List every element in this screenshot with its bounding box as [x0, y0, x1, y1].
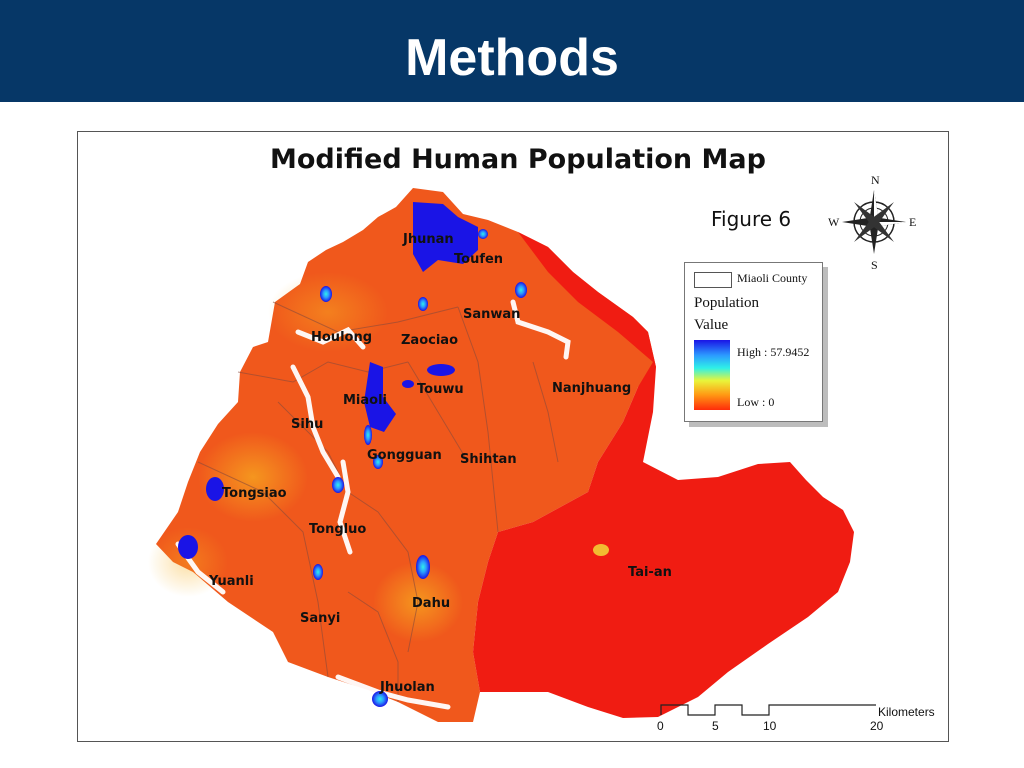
town-label-jhunan: Jhunan [402, 232, 454, 247]
scale-tick-10: 10 [763, 719, 777, 733]
town-label-tongsiao: Tongsiao [222, 486, 287, 501]
town-label-sanyi: Sanyi [300, 611, 340, 626]
scale-tick-0: 0 [657, 719, 664, 733]
town-label-tai-an: Tai-an [628, 565, 672, 580]
legend-heading: Population [694, 295, 760, 311]
town-label-toufen: Toufen [454, 252, 503, 267]
slide-header: Methods [0, 0, 1024, 102]
scale-bar: 0 5 10 20 Kilometers [656, 697, 956, 737]
scale-unit: Kilometers [878, 705, 935, 719]
figure-label: Figure 6 [711, 207, 792, 231]
map-figure: Jhunan Toufen Sanwan Houlong Zaociao Tou… [77, 131, 949, 742]
slide-title: Methods [405, 29, 619, 87]
town-label-zaociao: Zaociao [401, 333, 458, 348]
town-label-sihu: Sihu [291, 417, 323, 432]
scale-tick-20: 20 [870, 719, 884, 733]
town-label-yuanli: Yuanli [208, 574, 254, 589]
compass-rose-icon: N S E W [828, 173, 916, 272]
map-legend: Miaoli County Population Value High : 57… [684, 262, 823, 422]
legend-high-label: High : 57.9452 [737, 345, 810, 359]
map-title: Modified Human Population Map [270, 144, 766, 175]
legend-subheading: Value [694, 317, 729, 333]
town-label-tongluo: Tongluo [309, 522, 366, 537]
town-label-nanjhuang: Nanjhuang [552, 381, 631, 396]
scale-bar-graphic [660, 704, 876, 716]
town-label-houlong: Houlong [311, 330, 372, 345]
town-label-miaoli: Miaoli [343, 393, 387, 408]
compass-e: E [909, 215, 916, 229]
color-ramp [694, 340, 730, 410]
compass-s: S [871, 258, 878, 272]
town-label-dahu: Dahu [412, 596, 450, 611]
scale-tick-5: 5 [712, 719, 719, 733]
town-label-sanwan: Sanwan [463, 307, 520, 322]
town-label-touwu: Touwu [417, 382, 464, 397]
legend-low-label: Low : 0 [737, 395, 775, 409]
compass-n: N [871, 173, 880, 187]
east-region [473, 232, 854, 718]
legend-county-label: Miaoli County [737, 271, 808, 285]
map-canvas: Jhunan Toufen Sanwan Houlong Zaociao Tou… [148, 188, 854, 722]
county-swatch [694, 272, 732, 288]
town-label-shihtan: Shihtan [460, 452, 517, 467]
compass-w: W [828, 215, 840, 229]
town-label-gongguan: Gongguan [367, 448, 442, 463]
town-label-jhuolan: Jhuolan [379, 680, 435, 695]
